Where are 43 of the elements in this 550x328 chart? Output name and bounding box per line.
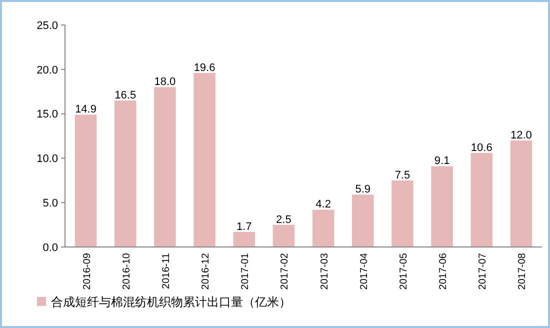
x-tick-label: 2016-09 xyxy=(82,252,93,290)
y-tick-label: 10.0 xyxy=(36,153,58,166)
bar xyxy=(510,140,532,247)
data-label: 1.7 xyxy=(236,220,252,233)
data-label: 16.5 xyxy=(114,89,136,102)
data-label: 18.0 xyxy=(154,76,176,88)
bar xyxy=(233,232,256,247)
data-label: 10.6 xyxy=(470,142,492,154)
data-label: 19.6 xyxy=(194,62,216,74)
data-label: 2.5 xyxy=(276,214,292,226)
bar xyxy=(431,166,453,247)
y-tick-label: 25.0 xyxy=(36,20,58,32)
y-tick-label: 15.0 xyxy=(36,108,58,121)
data-label: 14.9 xyxy=(75,104,96,116)
bar xyxy=(352,194,374,247)
x-tick-label: 2017-04 xyxy=(358,252,370,290)
x-tick-label: 2017-03 xyxy=(319,252,330,290)
data-label: 12.0 xyxy=(510,129,532,142)
x-tick-label: 2017-08 xyxy=(517,252,528,290)
x-tick-label: 2016-12 xyxy=(200,252,212,290)
bar xyxy=(114,100,136,247)
y-tick-label: 0.0 xyxy=(42,242,58,254)
x-tick-label: 2017-06 xyxy=(438,252,450,290)
x-tick-label: 2017-05 xyxy=(398,252,410,290)
bar xyxy=(272,224,295,247)
bar xyxy=(74,114,97,247)
x-tick-label: 2017-07 xyxy=(478,252,489,290)
bar xyxy=(392,180,414,247)
x-tick-label: 2017-01 xyxy=(240,252,252,290)
x-tick-label: 2017-02 xyxy=(280,252,291,290)
bar xyxy=(194,72,216,247)
y-tick-label: 5.0 xyxy=(42,197,58,210)
legend-label: 合成短纤与棉混纺机织物累计出口量（亿米） xyxy=(51,295,291,310)
y-tick-label: 20.0 xyxy=(36,64,58,76)
data-label: 9.1 xyxy=(434,155,450,168)
bar xyxy=(312,210,334,247)
bar xyxy=(154,87,176,247)
x-tick-label: 2016-11 xyxy=(160,252,172,289)
bar xyxy=(470,152,493,247)
data-label: 5.9 xyxy=(355,184,371,196)
data-label: 7.5 xyxy=(394,169,410,182)
data-label: 4.2 xyxy=(316,198,331,211)
x-tick-label: 2016-10 xyxy=(121,252,132,290)
